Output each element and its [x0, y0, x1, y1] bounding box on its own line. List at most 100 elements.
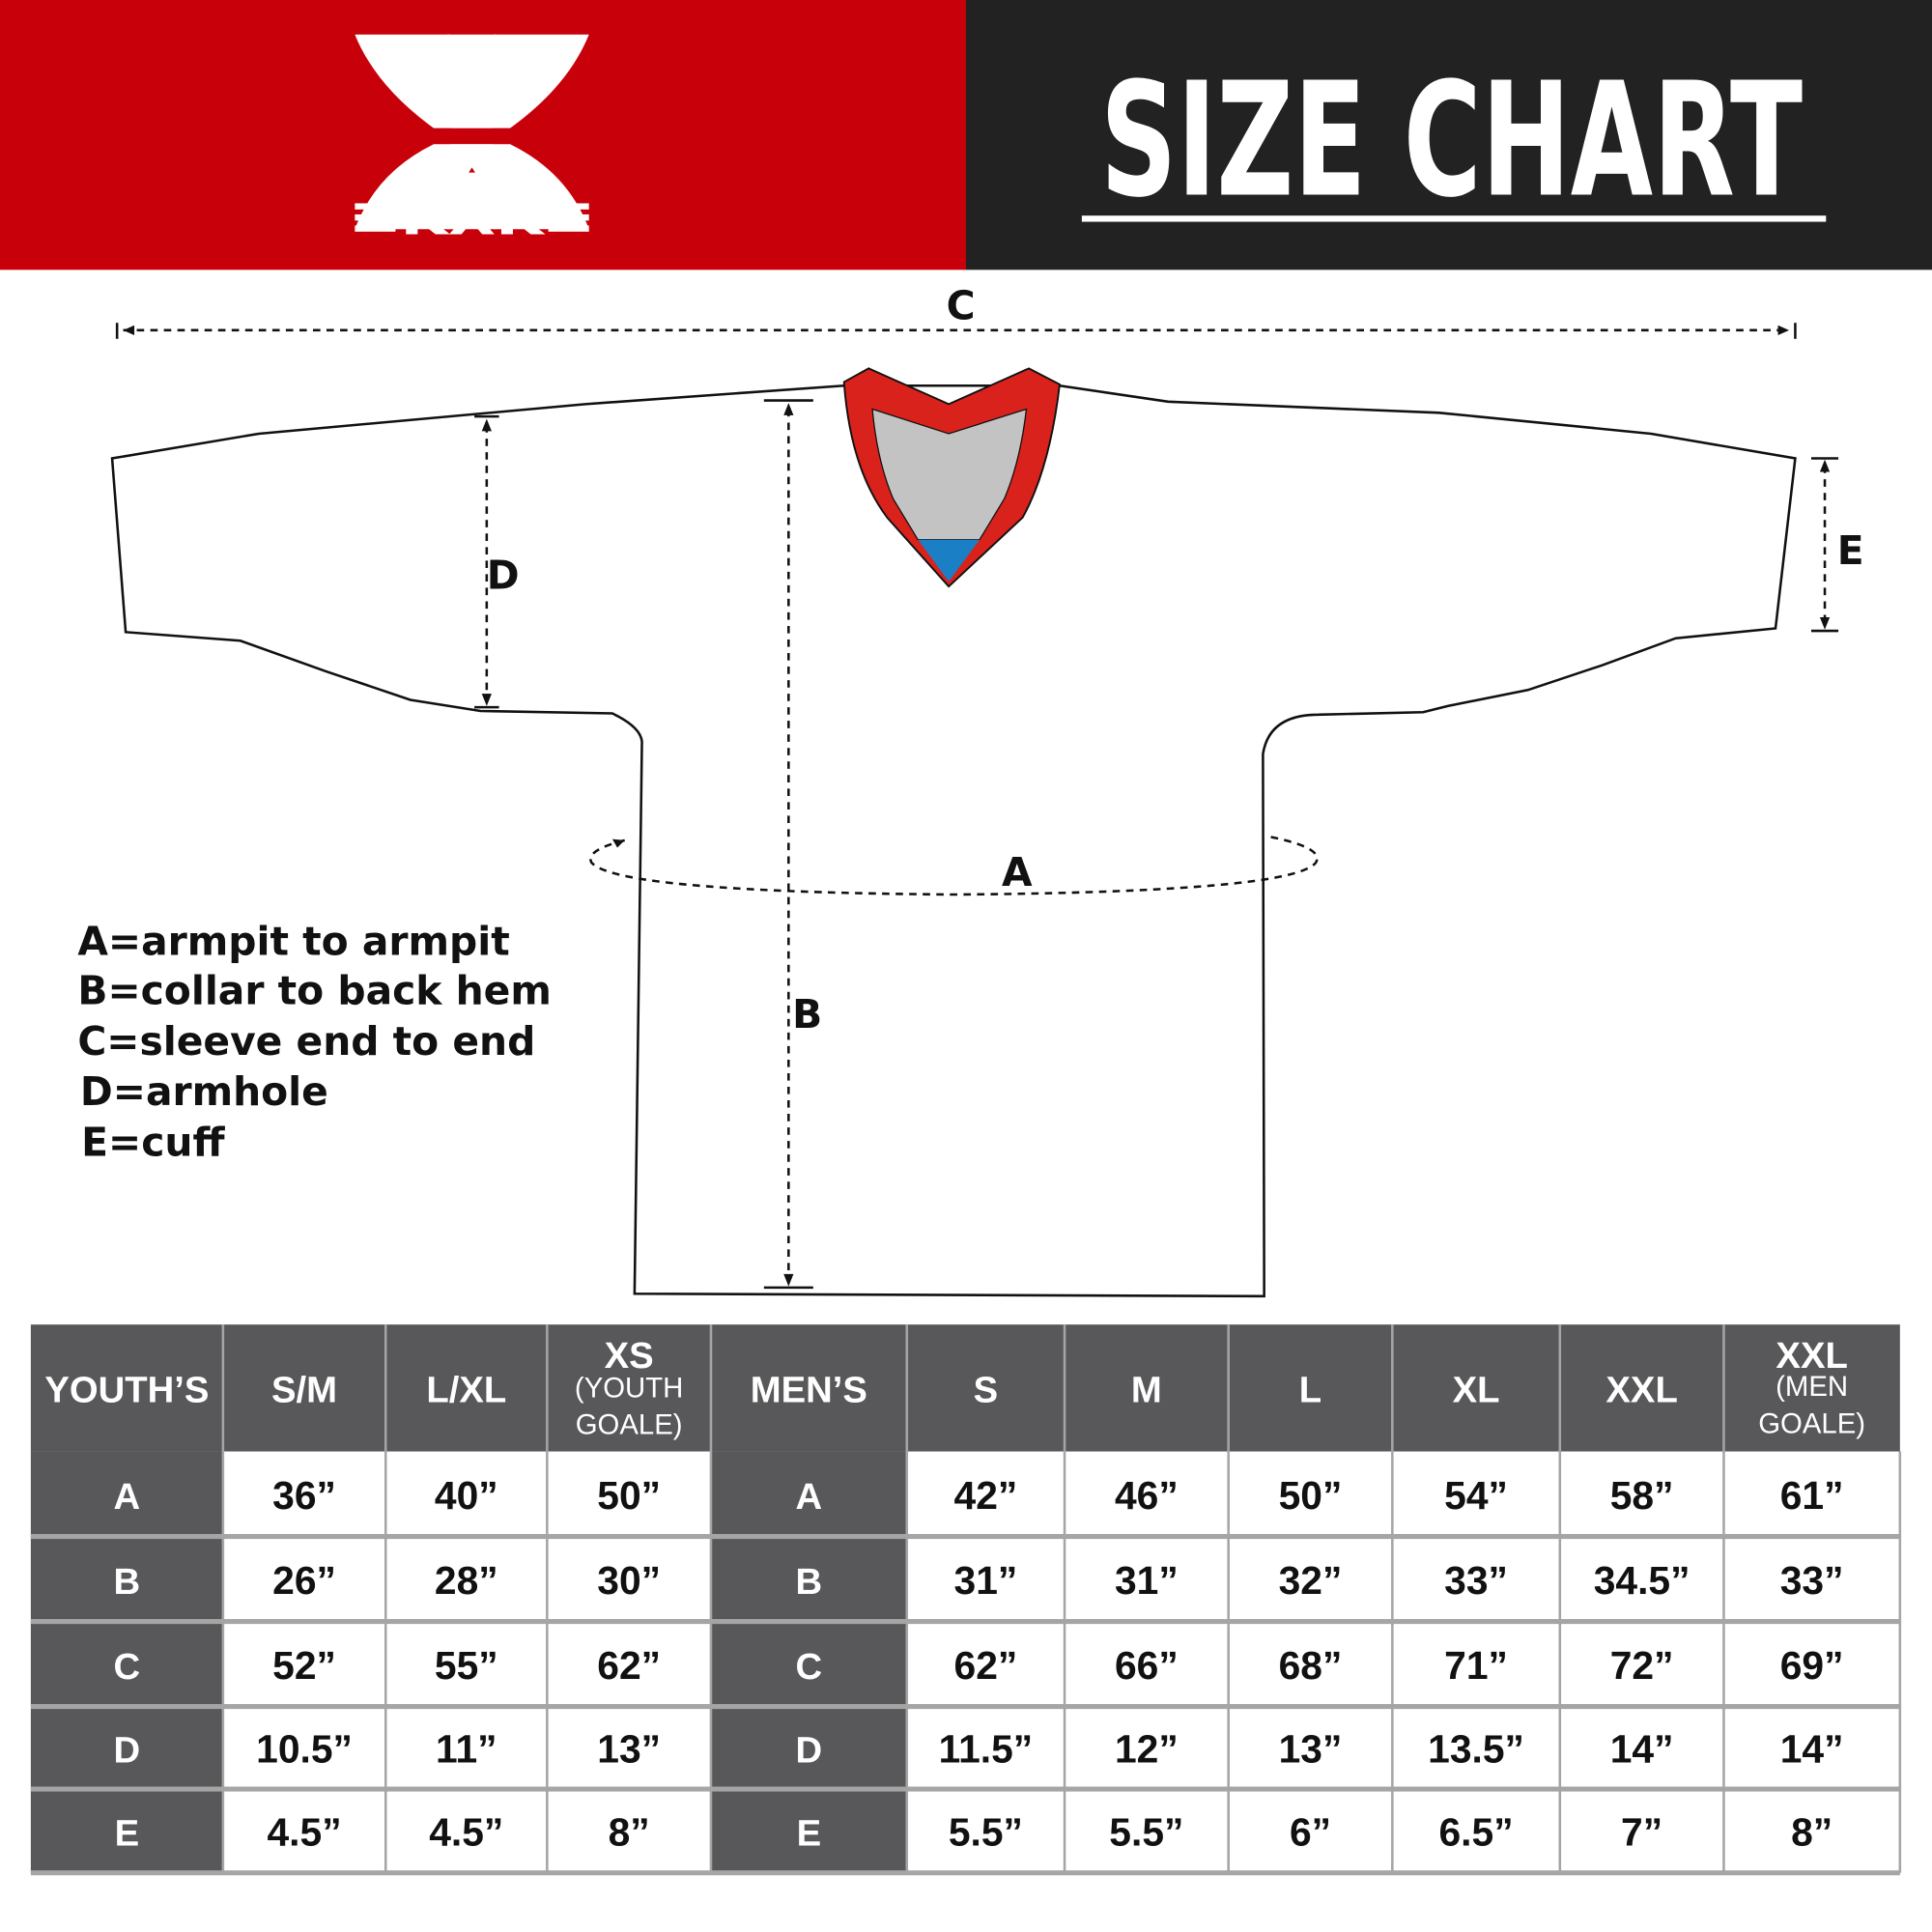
size-table: YOUTH’S S/M L/XL XS(YOUTH GOALE) MEN’S S M L XL XX…: [30, 1324, 1902, 1876]
table-cell: 11”: [436, 1727, 497, 1772]
logo-wordmark: KXK: [401, 189, 547, 246]
table-cell: 14”: [1780, 1727, 1844, 1772]
dimension-lines: [115, 323, 1839, 1290]
row-key: A: [114, 1476, 141, 1518]
row-divider: [30, 1704, 1900, 1710]
table-cell: 5.5”: [949, 1810, 1023, 1855]
label-c: C: [947, 282, 976, 328]
table-cell: 4.5”: [267, 1810, 341, 1855]
size-header: XS: [605, 1335, 654, 1377]
table-cell: 71”: [1444, 1643, 1508, 1688]
row-key: E: [115, 1813, 140, 1855]
table-cell: 33”: [1780, 1558, 1844, 1603]
table-cell: 5.5”: [1109, 1810, 1183, 1855]
size-header: S/M: [271, 1370, 337, 1411]
size-header-sub: (MEN: [1776, 1371, 1848, 1403]
legend-item: A=armpit to armpit: [77, 919, 509, 965]
size-header: XXL: [1776, 1335, 1847, 1377]
table-cell: 68”: [1279, 1643, 1343, 1688]
table-cell: 33”: [1444, 1558, 1508, 1603]
men-header: MEN’S: [751, 1370, 867, 1411]
title-underline: [1081, 215, 1827, 222]
table-cell: 34.5”: [1594, 1558, 1690, 1603]
row-key: B: [796, 1561, 823, 1603]
kxk-logo: KXK: [355, 34, 589, 246]
table-cell: 52”: [272, 1643, 336, 1688]
legend-item: E=cuff: [81, 1119, 225, 1165]
arrowheads: [123, 325, 1831, 1287]
label-d: D: [487, 553, 520, 599]
table-cell: 42”: [954, 1473, 1018, 1518]
table-cell: 4.5”: [429, 1810, 503, 1855]
table-cell: 7”: [1621, 1810, 1662, 1855]
row-divider: [30, 1870, 1900, 1876]
table-cell: 31”: [1115, 1558, 1179, 1603]
table-cell: 13.5”: [1428, 1727, 1524, 1772]
measurement-legend: A=armpit to armpit B=collar to back hem …: [77, 919, 552, 1166]
table-cell: 32”: [1279, 1558, 1343, 1603]
table-cell: 62”: [954, 1643, 1018, 1688]
row-key: A: [796, 1476, 823, 1518]
table-cell: 58”: [1610, 1473, 1674, 1518]
size-header-sub: GOALE): [576, 1409, 683, 1441]
page-title: SIZE CHART: [1100, 48, 1803, 233]
table-cell: 13”: [597, 1727, 661, 1772]
row-divider: [30, 1619, 1900, 1625]
row-key: B: [114, 1561, 141, 1603]
size-header: S: [974, 1370, 999, 1411]
table-cell: 61”: [1780, 1473, 1844, 1518]
table-cell: 12”: [1115, 1727, 1179, 1772]
table-cell: 69”: [1780, 1643, 1844, 1688]
size-header: L/XL: [426, 1370, 506, 1411]
table-cell: 6.5”: [1438, 1810, 1513, 1855]
table-cell: 46”: [1115, 1473, 1179, 1518]
collar-inner: [871, 408, 1028, 541]
table-cell: 31”: [954, 1558, 1018, 1603]
row-divider: [30, 1786, 1900, 1792]
label-b: B: [792, 991, 822, 1037]
table-cell: 50”: [1279, 1473, 1343, 1518]
youth-key-column: [30, 1451, 223, 1873]
youth-header: YOUTH’S: [44, 1370, 209, 1411]
label-a: A: [1002, 849, 1033, 895]
table-cell: 72”: [1610, 1643, 1674, 1688]
size-header: M: [1131, 1370, 1162, 1411]
row-key: E: [797, 1813, 822, 1855]
label-e: E: [1837, 527, 1864, 574]
table-cell: 26”: [272, 1558, 336, 1603]
table-cell: 14”: [1610, 1727, 1674, 1772]
size-header-sub: GOALE): [1758, 1407, 1865, 1439]
table-cell: 10.5”: [256, 1727, 353, 1772]
collar-tip: [918, 539, 980, 582]
table-cell: 36”: [272, 1473, 336, 1518]
table-cell: 11.5”: [939, 1727, 1034, 1772]
table-cell: 13”: [1279, 1727, 1343, 1772]
legend-item: D=armhole: [80, 1068, 328, 1115]
men-key-column: [710, 1451, 907, 1873]
row-divider: [30, 1534, 1900, 1540]
table-cell: 55”: [435, 1643, 498, 1688]
table-cell: 8”: [609, 1810, 650, 1855]
size-header: XXL: [1605, 1370, 1677, 1411]
table-cell: 6”: [1290, 1810, 1331, 1855]
table-cell: 50”: [597, 1473, 661, 1518]
jersey-outline: [110, 384, 1797, 1298]
table-cell: 40”: [435, 1473, 498, 1518]
row-key: C: [796, 1646, 823, 1688]
table-cell: 66”: [1115, 1643, 1179, 1688]
table-cell: 28”: [435, 1558, 498, 1603]
table-header-row: [30, 1324, 1900, 1452]
table-cell: 54”: [1444, 1473, 1508, 1518]
legend-item: C=sleeve end to end: [77, 1018, 535, 1065]
table-cell: 8”: [1791, 1810, 1833, 1855]
row-key: C: [114, 1646, 141, 1688]
jersey-diagram: [110, 367, 1797, 1298]
row-key: D: [114, 1730, 141, 1772]
size-header: L: [1299, 1370, 1321, 1411]
table-cell: 30”: [597, 1558, 661, 1603]
table-cell: 62”: [597, 1643, 661, 1688]
size-header-sub: (YOUTH: [575, 1372, 683, 1404]
legend-item: B=collar to back hem: [77, 968, 552, 1014]
row-key: D: [796, 1730, 823, 1772]
